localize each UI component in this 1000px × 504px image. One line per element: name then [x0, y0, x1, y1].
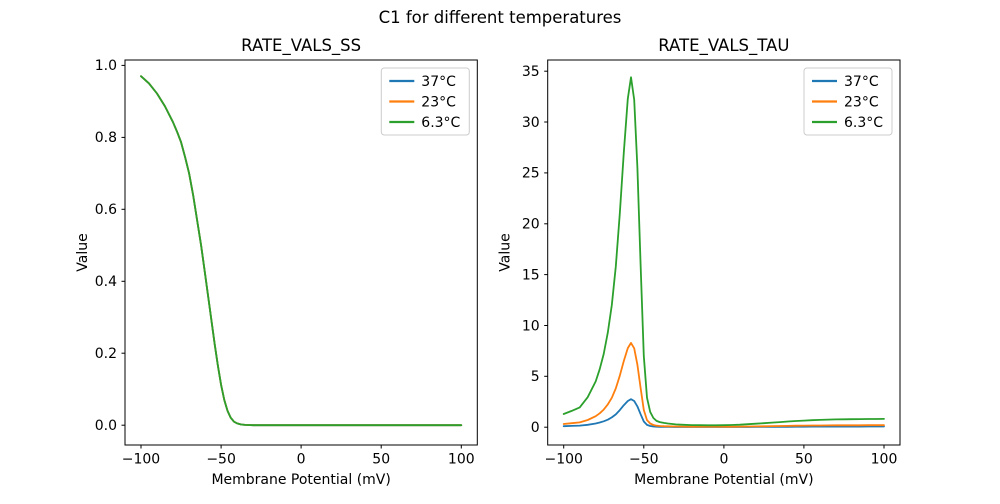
x-tick-label: 50	[795, 452, 813, 468]
axes-title: RATE_VALS_SS	[241, 36, 361, 56]
y-tick-label: 15	[522, 267, 540, 283]
x-tick-label: −50	[629, 452, 659, 468]
x-tick-label: 0	[719, 452, 728, 468]
legend-label-37-c: 37°C	[421, 74, 456, 90]
subplot-rate-vals-ss: RATE_VALS_SS Membrane Potential (mV) Value…	[75, 36, 478, 488]
x-tick-label: −50	[206, 452, 236, 468]
y-tick-label: 10	[522, 318, 540, 334]
y-tick-label: 0.4	[95, 274, 117, 290]
y-tick-label: 0	[531, 420, 540, 436]
y-tick-label: 0.2	[95, 346, 117, 362]
legend: 37°C 23°C 6.3°C	[803, 67, 893, 136]
line-6-3-c	[562, 76, 885, 427]
y-tick-label: 0.0	[95, 418, 117, 434]
y-tick-label: 30	[522, 115, 540, 131]
y-tick-label: 25	[522, 166, 540, 182]
line-6-3-c	[140, 75, 463, 427]
x-tick-label: −100	[544, 452, 582, 468]
x-tick-label: −100	[122, 452, 160, 468]
axes-title: RATE_VALS_TAU	[658, 36, 789, 56]
x-tick-label: 100	[871, 452, 898, 468]
legend-label-23-c: 23°C	[844, 94, 879, 110]
x-axis-label: Membrane Potential (mV)	[211, 472, 390, 488]
legend-box	[380, 67, 470, 136]
y-tick-label: 5	[531, 369, 540, 385]
line-37-c	[562, 398, 885, 428]
y-tick-label: 35	[522, 64, 540, 80]
x-tick-label: 100	[448, 452, 475, 468]
y-axis-label: Value	[75, 233, 91, 271]
legend-box	[803, 67, 893, 136]
x-tick-label: 0	[297, 452, 306, 468]
y-tick-label: 0.8	[95, 130, 117, 146]
y-axis-label: Value	[498, 233, 514, 271]
y-tick-label: 20	[522, 217, 540, 233]
legend-label-37-c: 37°C	[844, 74, 879, 90]
legend: 37°C 23°C 6.3°C	[380, 67, 470, 136]
subplots-group: RATE_VALS_SS Membrane Potential (mV) Value…	[75, 36, 901, 488]
y-tick-label: 1.0	[95, 58, 117, 74]
x-tick-label: 50	[372, 452, 390, 468]
legend-label-23-c: 23°C	[421, 94, 456, 110]
line-23-c	[562, 341, 885, 428]
legend-label-6-3-c: 6.3°C	[421, 115, 460, 131]
y-tick-label: 0.6	[95, 202, 117, 218]
legend-label-6-3-c: 6.3°C	[844, 115, 883, 131]
subplot-rate-vals-tau: RATE_VALS_TAU Membrane Potential (mV) Valu…	[498, 36, 901, 488]
x-axis-label: Membrane Potential (mV)	[634, 472, 813, 488]
figure-title: C1 for different temperatures	[379, 8, 622, 27]
